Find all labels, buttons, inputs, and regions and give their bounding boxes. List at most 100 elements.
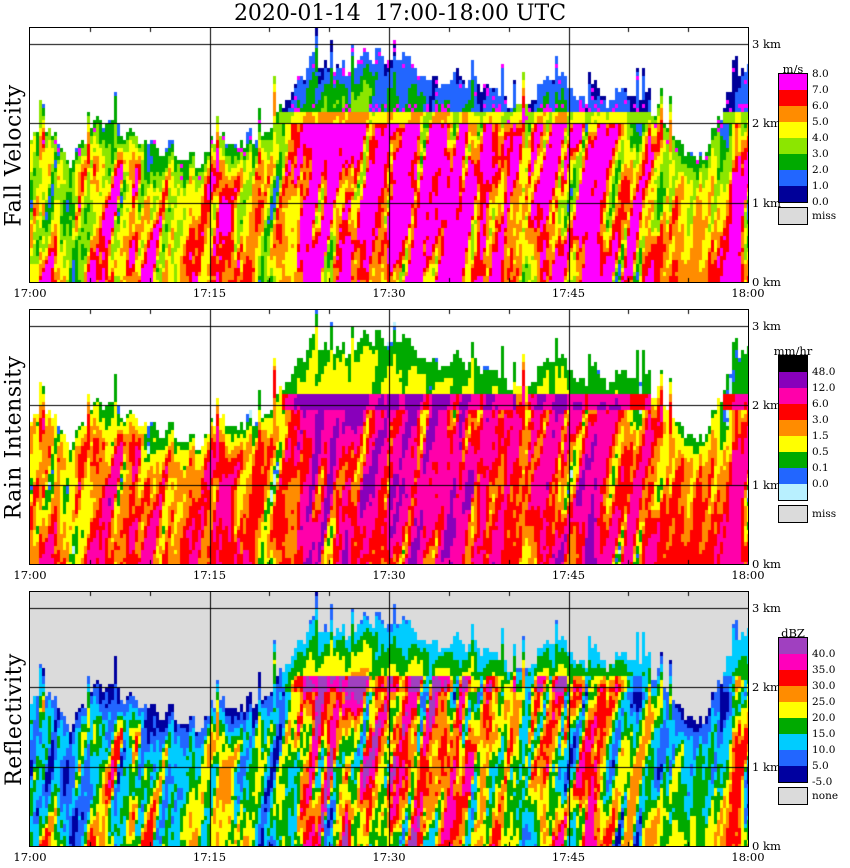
colorbar-box: [779, 388, 807, 404]
colorbar-box: [779, 436, 807, 452]
colorbar-tick-label: 0.5: [812, 446, 829, 458]
x-tick-label: 17:45: [551, 568, 586, 582]
colorbar-box: [779, 718, 807, 734]
colorbar-reflectivity: [778, 637, 808, 783]
colorbar-box: [779, 468, 807, 484]
y-tick-label: 0 km: [752, 839, 781, 853]
x-tick-label: 17:00: [13, 850, 47, 864]
colorbar-box: [779, 154, 807, 170]
y-tick-label: 0 km: [752, 557, 781, 571]
heatmap-canvas-rain-intensity: [30, 310, 748, 564]
colorbar-tick-label: 5.0: [812, 760, 829, 772]
x-tick-label: 17:45: [551, 286, 586, 300]
y-tick-label: 2 km: [752, 398, 781, 413]
colorbar-tick-label: 8.0: [812, 68, 829, 80]
x-tick-label: 17:30: [372, 286, 406, 300]
colorbar-tick-label: 1.5: [812, 430, 829, 442]
colorbar-box: [779, 186, 807, 202]
colorbar-box: [779, 766, 807, 782]
x-tick-label: 17:15: [192, 286, 227, 300]
colorbar-box: [779, 122, 807, 138]
colorbar-tick-label: 6.0: [812, 398, 829, 410]
panel-title-fall-velocity: Fall Velocity: [1, 83, 27, 227]
colorbar-tick-label: 20.0: [812, 712, 836, 724]
y-tick-label: 3 km: [752, 600, 781, 615]
x-tick-label: 18:00: [731, 850, 765, 864]
colorbar-missing-box: [778, 787, 808, 805]
plot-area-reflectivity: [29, 591, 749, 847]
x-tick-label: 17:30: [372, 568, 406, 582]
colorbar-box: [779, 420, 807, 436]
colorbar-tick-label: 30.0: [812, 680, 836, 692]
colorbar-velocity: [778, 73, 808, 203]
colorbar-tick-label: 2.0: [812, 164, 829, 176]
plot-area-fall-velocity: [29, 27, 749, 283]
colorbar-tick-label: -5.0: [812, 776, 833, 788]
colorbar-tick-label: 12.0: [812, 382, 836, 394]
colorbar-tick-label: 35.0: [812, 664, 836, 676]
panel-title-reflectivity: Reflectivity: [1, 652, 27, 786]
y-tick-label: 1 km: [752, 195, 781, 210]
figure-title: 2020-01-14 17:00-18:00 UTC: [233, 1, 567, 26]
colorbar-box: [779, 356, 807, 372]
colorbar-tick-label: 5.0: [812, 116, 829, 128]
colorbar-tick-label: 25.0: [812, 696, 836, 708]
colorbar-missing-label: miss: [812, 210, 837, 222]
panel-title-wrap-reflectivity: Reflectivity: [0, 592, 28, 846]
colorbar-tick-label: 3.0: [812, 414, 829, 426]
colorbar-box: [779, 654, 807, 670]
colorbar-missing-box: [778, 505, 808, 523]
colorbar-missing-label: miss: [812, 508, 837, 520]
colorbar-tick-label: 48.0: [812, 366, 836, 378]
colorbar-tick-label: 10.0: [812, 744, 836, 756]
y-tick-label: 3 km: [752, 36, 781, 51]
y-tick-label: 0 km: [752, 275, 781, 289]
panel-title-rain-intensity: Rain Intensity: [1, 355, 27, 519]
colorbar-tick-label: 7.0: [812, 84, 829, 96]
colorbar-unit-fall-velocity: m/s: [782, 62, 804, 76]
y-tick-label: 2 km: [752, 680, 781, 695]
colorbar-tick-label: 15.0: [812, 728, 836, 740]
colorbar-missing-box: [778, 207, 808, 225]
colorbar-box: [779, 74, 807, 90]
x-tick-label: 17:30: [372, 850, 406, 864]
colorbar-tick-label: 4.0: [812, 132, 829, 144]
colorbar-rain: [778, 355, 808, 501]
colorbar-box: [779, 702, 807, 718]
heatmap-canvas-reflectivity: [30, 592, 748, 846]
colorbar-box: [779, 484, 807, 500]
colorbar-box: [779, 686, 807, 702]
y-tick-label: 1 km: [752, 477, 781, 492]
colorbar-box: [779, 372, 807, 388]
colorbar-box: [779, 670, 807, 686]
panel-title-wrap-fall-velocity: Fall Velocity: [0, 28, 28, 282]
colorbar-tick-label: 40.0: [812, 648, 836, 660]
colorbar-unit-reflectivity: dBZ: [781, 626, 805, 640]
colorbar-tick-label: 0.0: [812, 478, 829, 490]
colorbar-tick-label: 6.0: [812, 100, 829, 112]
colorbar-box: [779, 106, 807, 122]
colorbar-box: [779, 638, 807, 654]
x-tick-label: 17:15: [192, 568, 227, 582]
y-tick-label: 2 km: [752, 116, 781, 131]
colorbar-box: [779, 452, 807, 468]
x-tick-label: 17:00: [13, 286, 47, 300]
colorbar-tick-label: 3.0: [812, 148, 829, 160]
heatmap-canvas-fall-velocity: [30, 28, 748, 282]
x-tick-label: 17:45: [551, 850, 586, 864]
x-tick-label: 18:00: [731, 568, 765, 582]
y-tick-label: 1 km: [752, 759, 781, 774]
colorbar-box: [779, 734, 807, 750]
x-tick-label: 18:00: [731, 286, 765, 300]
colorbar-missing-label: none: [812, 790, 839, 802]
y-tick-label: 3 km: [752, 318, 781, 333]
colorbar-tick-label: 0.1: [812, 462, 829, 474]
plot-area-rain-intensity: [29, 309, 749, 565]
colorbar-box: [779, 750, 807, 766]
x-tick-label: 17:00: [13, 568, 47, 582]
colorbar-tick-label: 0.0: [812, 196, 829, 208]
colorbar-unit-rain-intensity: mm/hr: [773, 344, 813, 358]
x-tick-label: 17:15: [192, 850, 227, 864]
colorbar-box: [779, 404, 807, 420]
